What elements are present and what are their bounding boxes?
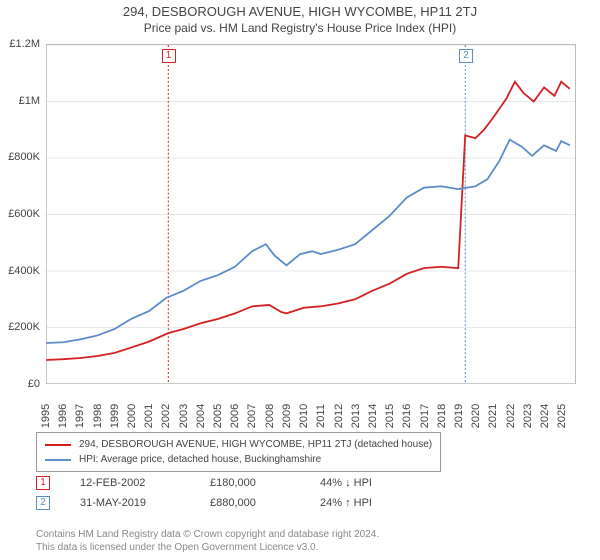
y-axis-labels: £0£200K£400K£600K£800K£1M£1.2M	[0, 44, 44, 384]
x-tick-label: 2006	[229, 404, 241, 428]
y-tick-label: £1M	[19, 95, 40, 107]
event-date: 12-FEB-2002	[80, 477, 180, 489]
legend-label: 294, DESBOROUGH AVENUE, HIGH WYCOMBE, HP…	[79, 437, 432, 452]
event-marker-1: 1	[162, 49, 176, 63]
event-badge: 1	[36, 476, 50, 490]
x-tick-label: 2001	[143, 404, 155, 428]
x-tick-label: 2011	[315, 404, 327, 428]
x-axis-labels: 1995199619971998199920002001200220032004…	[46, 386, 576, 430]
events-table: 1 12-FEB-2002 £180,000 44% ↓ HPI 2 31-MAY-201…	[36, 476, 372, 516]
legend-swatch	[45, 459, 71, 461]
x-tick-label: 2015	[384, 404, 396, 428]
x-tick-label: 2007	[246, 404, 258, 428]
chart-subtitle: Price paid vs. HM Land Registry's House …	[0, 21, 600, 35]
event-price: £180,000	[210, 477, 290, 489]
x-tick-label: 2002	[160, 404, 172, 428]
x-tick-label: 2014	[367, 404, 379, 428]
event-badge: 2	[36, 496, 50, 510]
event-row: 2 31-MAY-2019 £880,000 24% ↑ HPI	[36, 496, 372, 510]
x-tick-label: 2000	[126, 404, 138, 428]
x-tick-label: 1997	[74, 404, 86, 428]
plot-area: 12	[46, 44, 576, 384]
event-price: £880,000	[210, 497, 290, 509]
titles: 294, DESBOROUGH AVENUE, HIGH WYCOMBE, HP…	[0, 0, 600, 35]
x-tick-label: 2012	[333, 404, 345, 428]
y-tick-label: £200K	[8, 321, 40, 333]
chart-svg	[46, 45, 575, 384]
x-tick-label: 2009	[281, 404, 293, 428]
legend-item: HPI: Average price, detached house, Buck…	[45, 452, 432, 467]
legend-swatch	[45, 444, 71, 446]
series-property	[46, 82, 570, 360]
legend-label: HPI: Average price, detached house, Buck…	[79, 452, 321, 467]
x-tick-label: 1999	[109, 404, 121, 428]
x-tick-label: 2013	[350, 404, 362, 428]
event-marker-2: 2	[459, 49, 473, 63]
gridlines	[46, 45, 575, 384]
footer-line-1: Contains HM Land Registry data © Crown c…	[36, 528, 379, 541]
x-tick-label: 2021	[487, 404, 499, 428]
x-tick-label: 2020	[470, 404, 482, 428]
y-tick-label: £600K	[8, 208, 40, 220]
x-tick-label: 2023	[522, 404, 534, 428]
footer-line-2: This data is licensed under the Open Gov…	[36, 541, 379, 554]
y-tick-label: £1.2M	[9, 38, 40, 50]
event-delta: 44% ↓ HPI	[320, 477, 372, 489]
y-tick-label: £0	[28, 378, 40, 390]
x-tick-label: 2024	[539, 404, 551, 428]
x-tick-label: 1995	[40, 404, 52, 428]
x-tick-label: 2016	[401, 404, 413, 428]
event-date: 31-MAY-2019	[80, 497, 180, 509]
y-tick-label: £800K	[8, 151, 40, 163]
x-tick-label: 2005	[212, 404, 224, 428]
x-tick-label: 2008	[264, 404, 276, 428]
event-row: 1 12-FEB-2002 £180,000 44% ↓ HPI	[36, 476, 372, 490]
series-hpi	[46, 140, 570, 343]
series-group	[46, 82, 570, 360]
x-tick-label: 2017	[419, 404, 431, 428]
y-tick-label: £400K	[8, 265, 40, 277]
legend-item: 294, DESBOROUGH AVENUE, HIGH WYCOMBE, HP…	[45, 437, 432, 452]
footer: Contains HM Land Registry data © Crown c…	[36, 528, 379, 554]
x-tick-label: 2019	[453, 404, 465, 428]
legend: 294, DESBOROUGH AVENUE, HIGH WYCOMBE, HP…	[36, 432, 441, 472]
x-tick-label: 2003	[178, 404, 190, 428]
x-tick-label: 1996	[57, 404, 69, 428]
chart-title: 294, DESBOROUGH AVENUE, HIGH WYCOMBE, HP…	[0, 4, 600, 19]
x-tick-label: 2004	[195, 404, 207, 428]
x-tick-label: 2022	[505, 404, 517, 428]
x-tick-label: 2010	[298, 404, 310, 428]
x-tick-label: 1998	[92, 404, 104, 428]
x-tick-label: 2018	[436, 404, 448, 428]
event-delta: 24% ↑ HPI	[320, 497, 372, 509]
chart-container: 294, DESBOROUGH AVENUE, HIGH WYCOMBE, HP…	[0, 0, 600, 560]
x-tick-label: 2025	[556, 404, 568, 428]
